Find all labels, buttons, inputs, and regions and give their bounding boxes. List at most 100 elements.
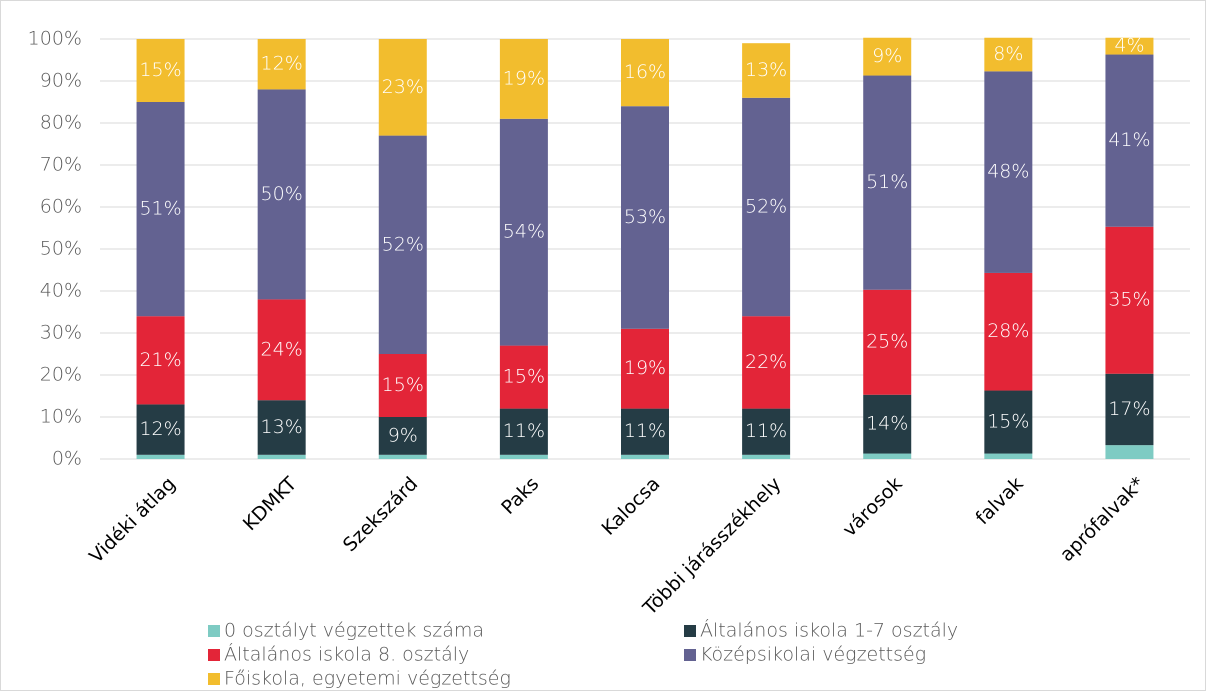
data-label: 21% <box>139 349 181 371</box>
data-label: 15% <box>503 366 545 388</box>
data-label: 16% <box>624 61 666 83</box>
data-label: 15% <box>987 411 1029 433</box>
bar-segment <box>257 454 306 459</box>
bar-segment <box>863 453 912 459</box>
bar-segment <box>378 135 427 354</box>
bar-segment <box>1105 226 1154 374</box>
bar-segment <box>136 404 185 455</box>
bar-segment <box>984 272 1033 391</box>
y-tick-label: 90% <box>40 70 82 92</box>
y-tick-label: 50% <box>40 238 82 260</box>
data-label: 22% <box>745 351 787 373</box>
y-tick-label: 80% <box>40 112 82 134</box>
data-label: 51% <box>139 198 181 220</box>
legend-swatch <box>208 625 220 637</box>
bar-segment <box>136 454 185 459</box>
data-label: 12% <box>139 418 181 440</box>
legend-label: 0 osztályt végzettek száma <box>224 620 484 642</box>
bar-segment <box>984 453 1033 459</box>
bar-segment <box>257 299 306 401</box>
legend-label: Főiskola, egyetemi végzettség <box>224 668 511 690</box>
bar-segment <box>1105 54 1154 227</box>
data-label: 35% <box>1108 289 1150 311</box>
data-label: 53% <box>624 206 666 228</box>
bar-segment <box>863 75 912 290</box>
bar-segment <box>621 454 669 459</box>
data-label: 11% <box>745 420 787 442</box>
y-tick-label: 10% <box>40 406 82 428</box>
bar-segment <box>742 316 791 409</box>
data-label: 48% <box>987 161 1029 183</box>
bar-segment <box>257 400 306 455</box>
bar-segment <box>136 316 185 405</box>
data-label: 15% <box>382 374 424 396</box>
y-tick-label: 0% <box>52 448 82 470</box>
bar-segment <box>863 394 912 454</box>
data-label: 12% <box>261 53 303 75</box>
bar-segment <box>499 454 548 459</box>
bar-segment <box>1105 445 1154 459</box>
legend-label: Általános iskola 8. osztály <box>224 643 469 666</box>
data-label: 23% <box>382 76 424 98</box>
data-label: 19% <box>503 67 545 89</box>
bar-segment <box>742 43 791 98</box>
data-label: 15% <box>139 59 181 81</box>
bar-segment <box>378 454 427 459</box>
bar-segment <box>257 39 306 90</box>
data-label: 11% <box>503 420 545 442</box>
bar-segment <box>621 408 669 455</box>
data-label: 13% <box>745 59 787 81</box>
bar-segment <box>1105 37 1154 55</box>
bar-segment <box>863 289 912 395</box>
data-label: 4% <box>1114 35 1144 57</box>
data-label: 41% <box>1108 129 1150 151</box>
data-label: 51% <box>866 171 908 193</box>
bar-segment <box>742 408 791 455</box>
data-label: 25% <box>866 331 908 353</box>
y-tick-label: 70% <box>40 154 82 176</box>
bar-segment <box>984 390 1033 454</box>
data-label: 17% <box>1108 398 1150 420</box>
y-tick-label: 30% <box>40 322 82 344</box>
bar-segment <box>499 39 548 119</box>
bar-segment <box>136 39 185 102</box>
data-label: 8% <box>993 43 1023 65</box>
data-label: 11% <box>624 420 666 442</box>
data-label: 52% <box>745 196 787 218</box>
y-tick-label: 60% <box>40 196 82 218</box>
legend-swatch <box>208 649 220 661</box>
y-tick-label: 100% <box>28 28 82 50</box>
bar-segment <box>257 89 306 300</box>
bar-segment <box>984 71 1033 273</box>
bar-segment <box>378 39 427 136</box>
bar-segment <box>984 37 1033 72</box>
data-label: 28% <box>987 320 1029 342</box>
bar-segment <box>621 328 669 409</box>
legend-swatch <box>208 673 220 685</box>
data-label: 24% <box>261 338 303 360</box>
bar-segment <box>742 454 791 459</box>
y-tick-label: 40% <box>40 280 82 302</box>
bar-segment <box>621 106 669 329</box>
data-label: 19% <box>624 357 666 379</box>
data-label: 54% <box>503 221 545 243</box>
bar-segment <box>863 37 912 76</box>
legend-swatch <box>684 649 696 661</box>
data-label: 13% <box>261 416 303 438</box>
data-label: 14% <box>866 413 908 435</box>
bar-segment <box>1105 373 1154 446</box>
bar-segment <box>621 39 669 107</box>
y-tick-label: 20% <box>40 364 82 386</box>
bar-segment <box>742 97 791 317</box>
bar-segment <box>136 102 185 317</box>
bar-segment <box>378 354 427 417</box>
bar-segment <box>378 417 427 455</box>
bar-segment <box>499 118 548 346</box>
data-label: 9% <box>872 45 902 67</box>
legend-label: Középsikolai végzettség <box>700 644 926 666</box>
bar-segment <box>499 345 548 409</box>
legend-label: Általános iskola 1-7 osztály <box>700 619 958 642</box>
bar-segment <box>499 408 548 455</box>
data-label: 9% <box>388 424 418 446</box>
